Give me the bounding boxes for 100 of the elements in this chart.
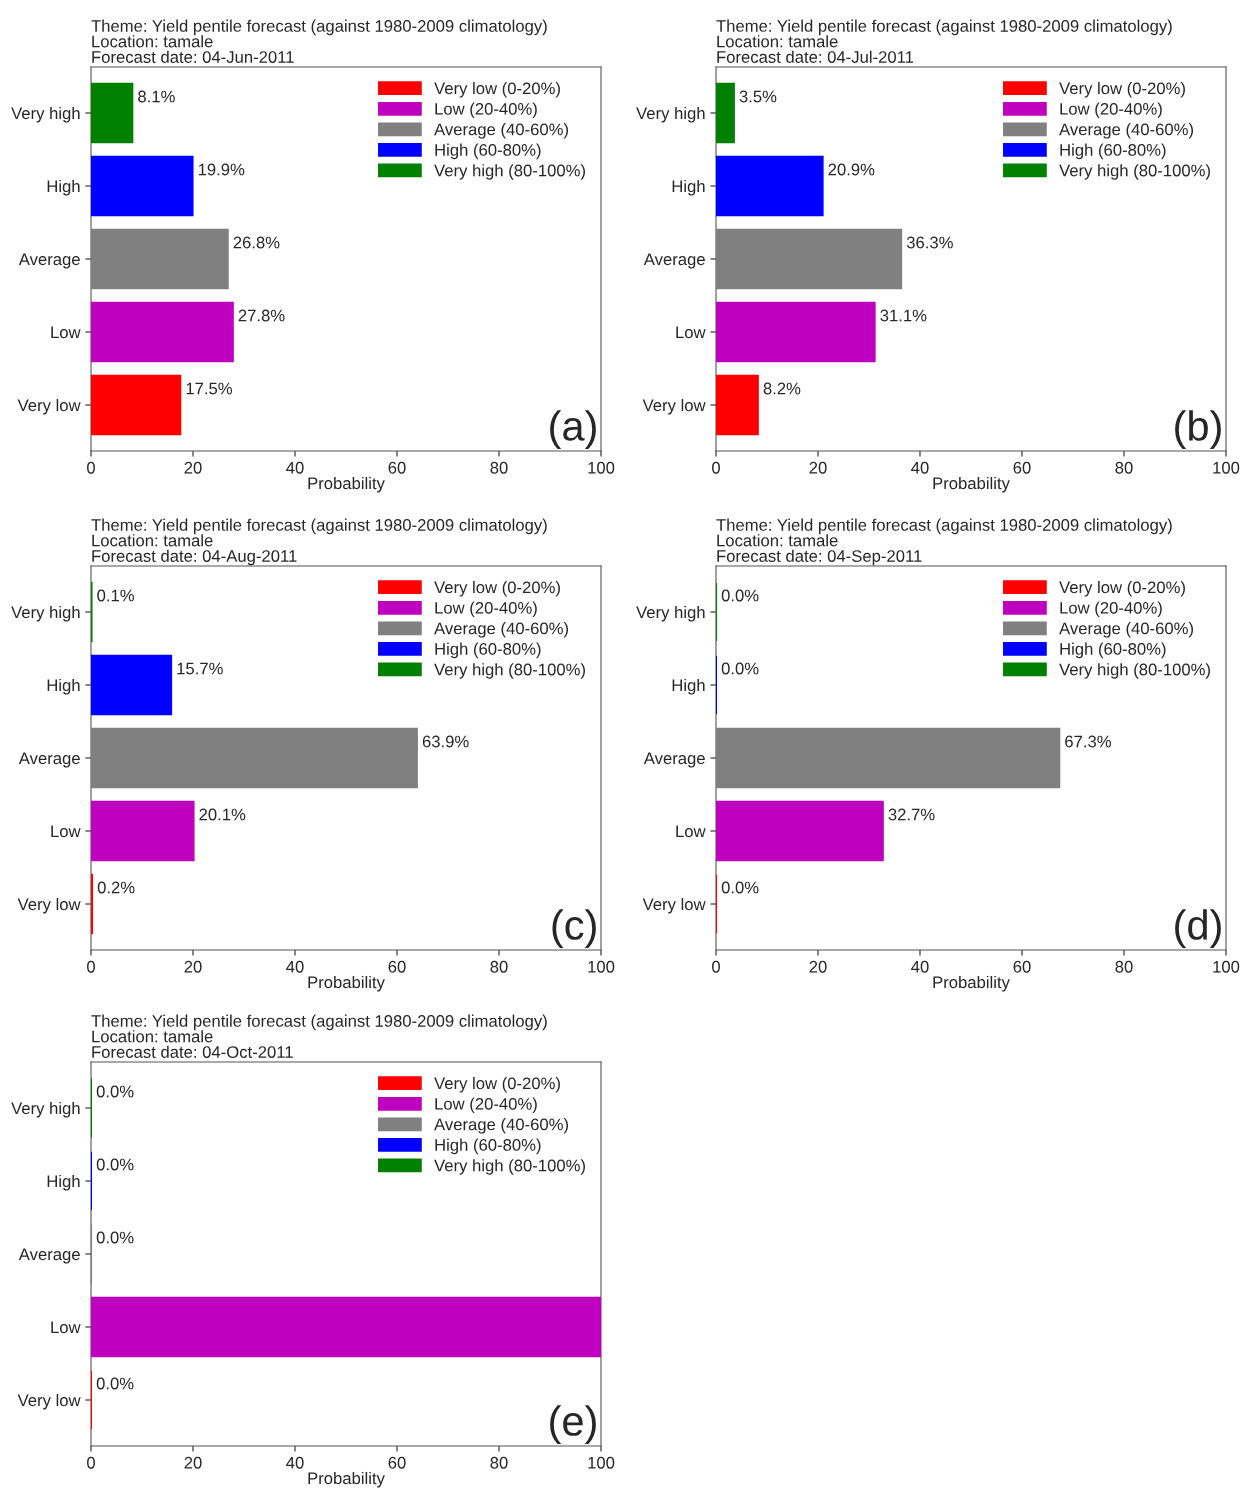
x-tick-label: 60 — [1013, 960, 1031, 973]
legend-label: High (60-80%) — [435, 642, 541, 659]
x-tick-label: 40 — [286, 1456, 304, 1469]
y-tick-label: Very low — [17, 1393, 81, 1410]
data-label: 15.7% — [177, 662, 223, 675]
y-tick-label: High — [47, 1174, 80, 1191]
y-tick-label: Very high — [11, 1101, 80, 1118]
y-tick-label: Very high — [11, 605, 80, 622]
annotation: (a) — [550, 410, 596, 450]
x-tick-label: 40 — [286, 461, 304, 474]
legend-label: Average (40-60%) — [1059, 622, 1193, 638]
chart-subtitle: Location: tamale Forecast date: 04-Aug-2011 — [92, 534, 297, 566]
legend-label: Average (40-60%) — [434, 622, 568, 638]
x-tick-label: 60 — [388, 960, 406, 973]
data-label: 0.0% — [96, 1158, 134, 1171]
legend-label: Average (40-60%) — [434, 123, 568, 139]
y-tick-label: Low — [51, 825, 81, 838]
data-label: 8.2% — [763, 382, 801, 395]
x-tick-label: 20 — [809, 461, 827, 474]
x-tick-label: 40 — [911, 461, 929, 474]
y-tick-label: Very high — [11, 106, 80, 123]
data-label: 0.0% — [96, 1377, 134, 1390]
x-tick-label: 100 — [588, 1456, 615, 1469]
legend-label: Very high (80-100%) — [434, 164, 585, 180]
chart-subtitle: Location: tamale Forecast date: 04-Sep-2011 — [717, 534, 922, 566]
y-tick-label: Very low — [642, 398, 706, 415]
data-label: 0.2% — [97, 881, 135, 894]
y-tick-label: High — [47, 678, 80, 695]
data-label: 26.8% — [233, 236, 280, 249]
x-tick-label: 20 — [809, 960, 827, 973]
x-tick-label: 0 — [87, 1456, 95, 1469]
annotation: (c) — [552, 909, 596, 949]
data-label: 20.1% — [199, 808, 246, 821]
data-label: 32.7% — [888, 808, 935, 821]
chart-title: Theme: Yield pentile forecast (against 1980-2009 climatology) — [91, 518, 547, 535]
x-tick-label: 20 — [184, 461, 202, 474]
chart-subtitle: Location: tamale Forecast date: 04-Oct-2011 — [92, 1030, 293, 1058]
x-tick-label: 20 — [184, 960, 202, 973]
legend-label: High (60-80%) — [1060, 642, 1166, 659]
y-tick-label: High — [672, 179, 705, 196]
annotation: (b) — [1175, 410, 1221, 450]
legend-label: Average (40-60%) — [434, 1118, 568, 1134]
chart-subtitle: Location: tamale Forecast date: 04-Jun-2011 — [92, 35, 294, 63]
y-tick-label: Very high — [636, 605, 705, 622]
x-tick-label: 0 — [87, 461, 95, 474]
legend-label: Low (20-40%) — [435, 601, 537, 618]
data-label: 20.9% — [828, 163, 875, 176]
legend-label: Very high (80-100%) — [1059, 663, 1210, 679]
x-tick-label: 100 — [1213, 461, 1240, 474]
y-tick-label: Very low — [17, 398, 81, 415]
x-tick-label: 60 — [1013, 461, 1031, 474]
x-tick-label: 60 — [388, 1456, 406, 1469]
data-label: 0.0% — [96, 1085, 134, 1098]
y-tick-label: Average — [18, 752, 80, 768]
x-tick-label: 80 — [1115, 461, 1133, 474]
legend-label: Very low (0-20%) — [1059, 82, 1185, 98]
chart-title: Theme: Yield pentile forecast (against 1980-2009 climatology) — [716, 19, 1172, 36]
x-tick-label: 80 — [490, 1456, 508, 1469]
x-tick-label: 20 — [184, 1456, 202, 1469]
y-tick-label: High — [672, 678, 705, 695]
x-tick-label: 100 — [588, 461, 615, 474]
data-label: 0.0% — [721, 589, 759, 602]
x-tick-label: 100 — [588, 960, 615, 973]
y-tick-label: Low — [676, 825, 706, 838]
x-tick-label: 40 — [286, 960, 304, 973]
chart-title: Theme: Yield pentile forecast (against 1980-2009 climatology) — [91, 1014, 547, 1031]
legend-label: Average (40-60%) — [1059, 123, 1193, 139]
data-label: 3.5% — [739, 90, 777, 103]
data-label: 27.8% — [238, 309, 285, 322]
y-tick-label: Low — [51, 326, 81, 339]
chart-title: Theme: Yield pentile forecast (against 1980-2009 climatology) — [91, 19, 547, 36]
x-tick-label: 0 — [712, 960, 720, 973]
x-tick-label: 100 — [1213, 960, 1240, 973]
x-axis-title: Probability — [933, 975, 1010, 992]
data-label: 0.0% — [721, 881, 759, 894]
data-label: 19.9% — [198, 163, 245, 176]
legend-label: Low (20-40%) — [435, 1097, 537, 1114]
legend-label: Very low (0-20%) — [434, 581, 560, 597]
data-label: 0.1% — [97, 589, 135, 602]
legend-label: Very low (0-20%) — [434, 82, 560, 98]
x-tick-label: 0 — [712, 461, 720, 474]
legend-label: Low (20-40%) — [1060, 601, 1162, 618]
x-tick-label: 60 — [388, 461, 406, 474]
chart-title: Theme: Yield pentile forecast (against 1980-2009 climatology) — [716, 518, 1172, 535]
x-tick-label: 0 — [87, 960, 95, 973]
data-label: 8.1% — [138, 90, 175, 103]
legend-label: Low (20-40%) — [435, 102, 537, 119]
y-tick-label: Low — [676, 326, 706, 339]
data-label: 31.1% — [880, 309, 927, 322]
x-tick-label: 40 — [911, 960, 929, 973]
y-tick-label: Average — [643, 752, 705, 768]
annotation: (d) — [1175, 909, 1221, 949]
y-tick-label: Very high — [636, 106, 705, 123]
annotation: (e) — [550, 1405, 596, 1445]
legend-label: High (60-80%) — [435, 143, 541, 160]
y-tick-label: High — [47, 179, 80, 196]
y-tick-label: Average — [643, 253, 705, 269]
x-tick-label: 80 — [490, 960, 508, 973]
y-tick-label: Average — [18, 1248, 80, 1264]
data-label: 67.3% — [1065, 735, 1111, 748]
